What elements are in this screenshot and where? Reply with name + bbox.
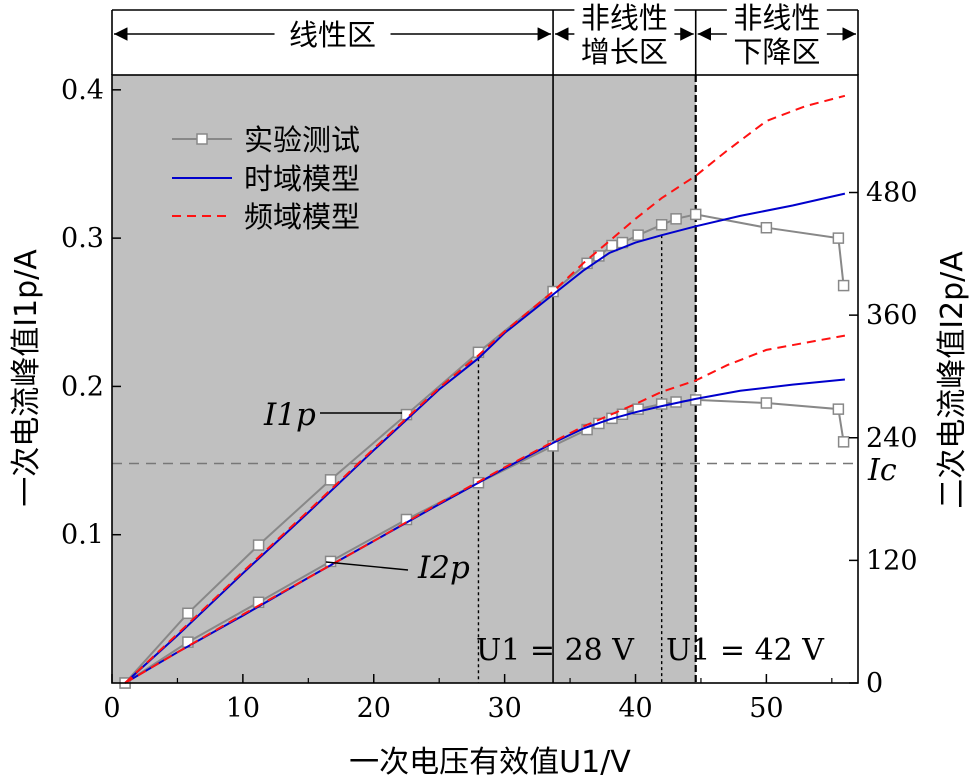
region-label-linear: 线性区 <box>289 18 376 52</box>
data-point-measured-left <box>837 279 850 292</box>
y-left-tick-label: 0.1 <box>61 520 104 551</box>
series-measured-left <box>124 213 845 684</box>
annotation-u42: U1 = 42 V <box>666 633 825 668</box>
region-label-background <box>274 16 391 52</box>
x-tick-label: 50 <box>749 693 783 724</box>
x-tick-label: 10 <box>226 693 260 724</box>
legend-label-freq-model: 频域模型 <box>244 200 360 234</box>
i2p-pointer <box>325 561 409 571</box>
y-right-tick-label: 0 <box>866 668 883 699</box>
series-freq-model-right <box>124 334 846 684</box>
data-point-measured-left <box>670 213 682 225</box>
annotation-u28: U1 = 28 V <box>476 633 635 668</box>
legend-marker-measured <box>196 133 208 145</box>
data-point-measured-left <box>689 208 702 221</box>
data-point-measured-right <box>760 397 773 409</box>
x-tick-label: 40 <box>618 693 652 724</box>
y-right-tick-label: 480 <box>866 178 918 209</box>
x-axis-title: 一次电压有效值U1/V <box>349 745 631 780</box>
x-tick-label: 20 <box>357 693 391 724</box>
region-label-background <box>726 2 827 68</box>
y-right-tick-label: 120 <box>866 545 918 576</box>
annotation-ic: Ic <box>867 453 897 488</box>
y-left-tick-label: 0.4 <box>61 75 104 106</box>
y-right-tick-label: 360 <box>866 300 918 331</box>
series-time-model-left <box>124 192 846 684</box>
y-left-tick-label: 0.3 <box>61 223 104 254</box>
y-left-axis-title: 一次电流峰值I1p/A <box>9 249 44 507</box>
legend-label-time-model: 时域模型 <box>244 162 360 196</box>
region-label-growth-line1: 非线性 <box>581 1 668 35</box>
annotation-i2p: I2p <box>417 550 470 586</box>
x-tick-label: 30 <box>487 693 521 724</box>
x-tick-label: 0 <box>103 693 120 724</box>
data-point-measured-left <box>655 219 668 231</box>
data-point-measured-left <box>760 221 773 234</box>
y-left-tick-label: 0.2 <box>61 371 104 402</box>
data-point-measured-right <box>632 403 644 415</box>
data-point-measured-left <box>252 539 265 551</box>
region-label-decline-line2: 下降区 <box>733 35 820 69</box>
data-point-measured-left <box>606 239 618 252</box>
series-freq-model-left <box>124 94 846 684</box>
data-point-measured-right <box>837 436 850 448</box>
data-point-measured-left <box>632 229 644 241</box>
annotation-i1p: I1p <box>263 397 316 433</box>
plot-frame <box>111 74 859 684</box>
data-point-measured-left <box>182 607 194 620</box>
y-right-tick-label: 240 <box>866 423 918 454</box>
region-label-background <box>574 2 675 68</box>
legend-label-measured: 实验测试 <box>244 123 360 157</box>
data-point-measured-left <box>324 474 337 486</box>
region-label-decline-line1: 非线性 <box>733 1 820 35</box>
region-label-growth-line2: 增长区 <box>581 35 668 69</box>
data-point-measured-right <box>832 403 845 415</box>
legend: 实验测试 时域模型 频域模型 <box>172 123 360 234</box>
shaded-region <box>112 75 696 683</box>
data-point-measured-left <box>832 232 845 244</box>
y-right-axis-title: 二次电流峰值I2p/A <box>935 251 970 509</box>
